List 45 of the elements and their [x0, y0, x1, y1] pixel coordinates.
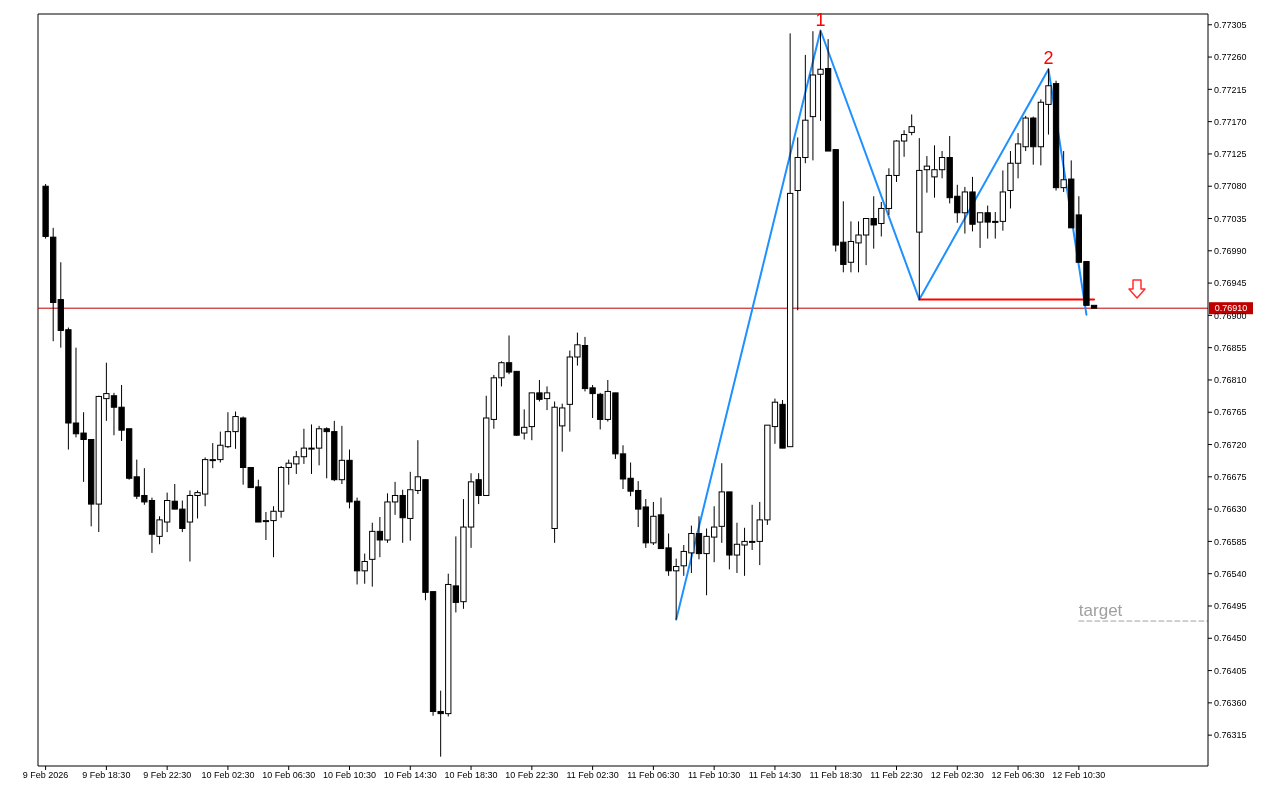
x-tick-label: 10 Feb 14:30: [383, 770, 437, 781]
x-tick-label: 9 Feb 2026: [22, 770, 69, 781]
y-tick-label: 0.76360: [1214, 698, 1247, 709]
x-tick-label: 12 Feb 02:30: [930, 770, 984, 781]
x-tick-label: 12 Feb 06:30: [991, 770, 1045, 781]
y-tick-label: 0.76315: [1214, 730, 1247, 741]
candlestick: [908, 113, 915, 136]
y-tick-label: 0.77035: [1214, 213, 1247, 224]
y-tick-label: 0.77170: [1214, 116, 1247, 127]
y-tick-label: 0.76765: [1214, 407, 1247, 418]
y-tick-label: 0.76450: [1214, 633, 1247, 644]
y-tick-label: 0.76495: [1214, 601, 1247, 612]
y-tick-label: 0.77215: [1214, 84, 1247, 95]
y-tick-label: 0.77125: [1214, 149, 1247, 160]
y-tick-label: 0.77080: [1214, 181, 1247, 192]
y-tick-label: 0.77260: [1214, 52, 1247, 63]
x-tick-label: 10 Feb 06:30: [262, 770, 316, 781]
y-tick-label: 0.76720: [1214, 439, 1247, 450]
x-tick-label: 11 Feb 22:30: [870, 770, 923, 781]
y-tick-label: 0.76675: [1214, 472, 1247, 483]
series-label: target: [1078, 601, 1123, 621]
x-tick-label: 10 Feb 22:30: [505, 770, 559, 781]
y-tick-label: 0.76540: [1214, 568, 1247, 579]
x-tick-label: 12 Feb 10:30: [1052, 770, 1106, 781]
y-tick-label: 0.76945: [1214, 278, 1247, 289]
y-tick-label: 0.76630: [1214, 504, 1247, 515]
y-tick-label: 0.76405: [1214, 665, 1247, 676]
x-tick-label: 10 Feb 18:30: [444, 770, 498, 781]
y-tick-label: 0.76585: [1214, 536, 1247, 547]
x-tick-label: 11 Feb 02:30: [566, 770, 619, 781]
y-tick-label: 0.77305: [1214, 19, 1247, 30]
x-tick-label: 10 Feb 02:30: [201, 770, 255, 781]
x-tick-label: 11 Feb 14:30: [748, 770, 802, 781]
x-tick-label: 11 Feb 18:30: [809, 770, 862, 781]
x-tick-label: 9 Feb 22:30: [143, 770, 192, 781]
y-tick-label: 0.76855: [1214, 342, 1247, 353]
x-tick-label: 11 Feb 06:30: [627, 770, 680, 781]
annotation: 1: [815, 9, 826, 30]
x-tick-label: 9 Feb 18:30: [82, 770, 131, 781]
y-tick-label: 0.76810: [1214, 375, 1247, 386]
x-tick-label: 11 Feb 10:30: [687, 770, 741, 781]
x-tick-label: 10 Feb 10:30: [322, 770, 377, 781]
annotation: 2: [1043, 48, 1054, 69]
y-tick-label: 0.76990: [1214, 245, 1247, 256]
ref-line-label: 0.76910: [1214, 303, 1248, 314]
